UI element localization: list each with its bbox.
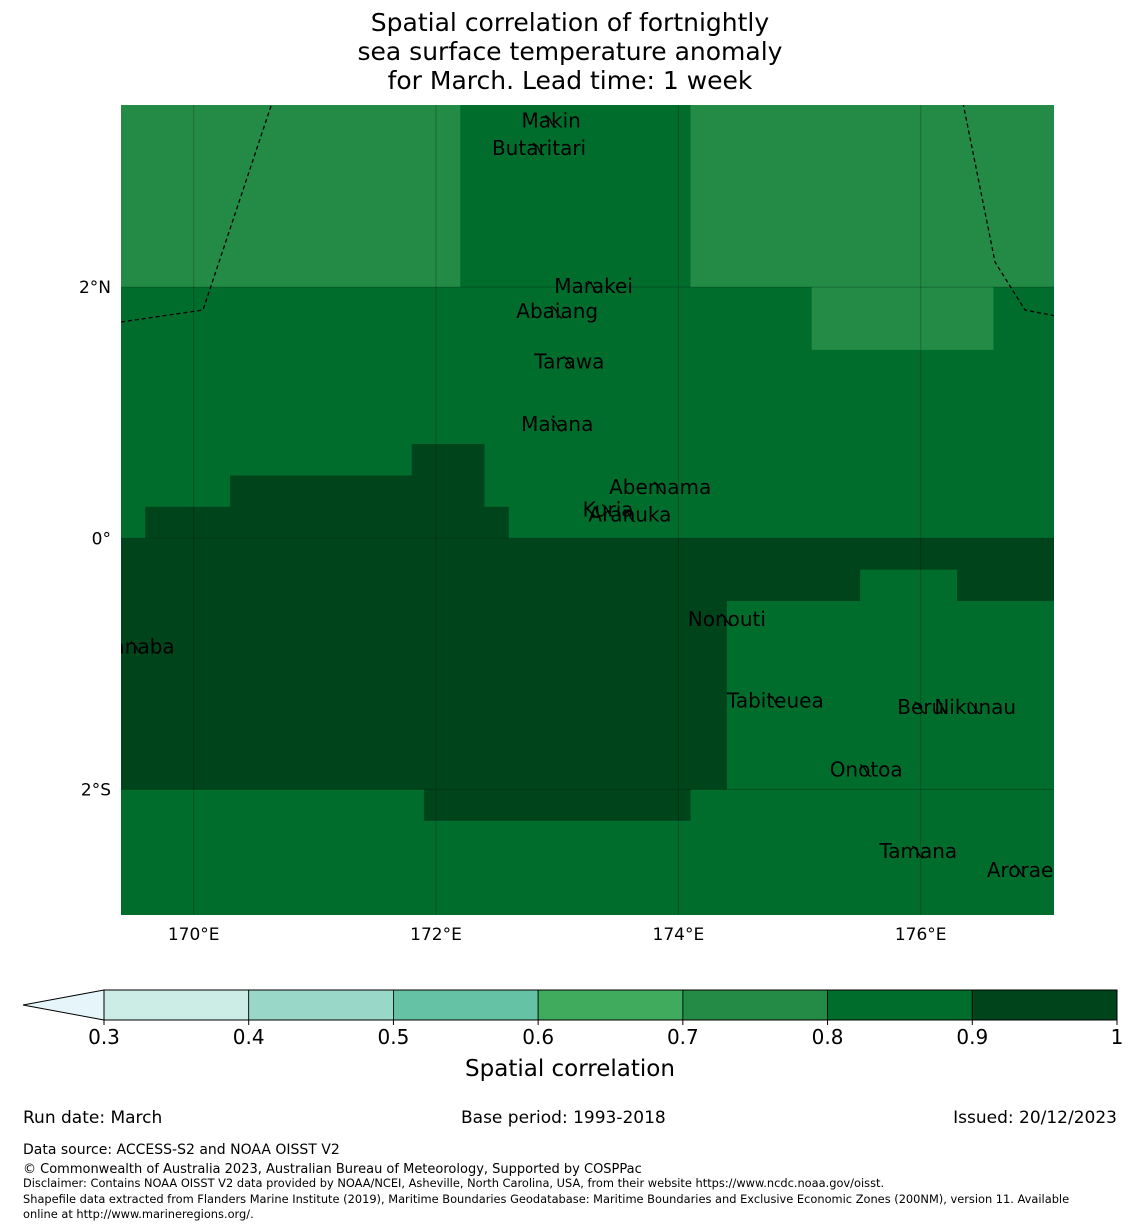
x-tick-label: 172°E — [410, 925, 462, 945]
island-label: Aranuka — [588, 503, 671, 527]
island-outline — [968, 701, 981, 715]
title-line-2: sea surface temperature anomaly — [357, 37, 783, 66]
island-label: Makin — [521, 108, 580, 132]
correlation-regions — [121, 105, 1054, 821]
colorbar-segment — [682, 989, 828, 1021]
island-outline — [550, 418, 563, 432]
island-outline — [562, 355, 575, 370]
island-label: Abaiang — [516, 299, 598, 323]
colorbar-tick-label: 0.5 — [378, 1025, 410, 1049]
island-label: Maiana — [521, 412, 593, 436]
island-outline — [653, 481, 666, 495]
colorbar-tick-label: 0.7 — [667, 1025, 699, 1049]
island-label: Marakei — [554, 274, 633, 298]
island-outline — [544, 114, 557, 128]
island-label: Banaba — [99, 635, 175, 659]
title-line-3: for March. Lead time: 1 week — [387, 66, 753, 95]
y-tick-label: 0° — [92, 529, 111, 549]
island-outline — [911, 845, 924, 859]
colorbar-segment — [827, 989, 973, 1021]
island-outline — [587, 280, 599, 294]
island-outline — [532, 142, 545, 156]
colorbar-tick-label: 0.9 — [956, 1025, 988, 1049]
colorbar-frame — [103, 989, 1118, 1021]
correlation-region-5 — [230, 475, 485, 507]
island-outline — [550, 305, 563, 319]
colorbar-label: Spatial correlation — [465, 1056, 675, 1082]
colorbar-segments — [103, 989, 1118, 1021]
gridlines — [121, 105, 1054, 915]
island-label: Butaritari — [492, 136, 586, 160]
island-outline — [768, 694, 781, 709]
colorbar-segment — [537, 989, 684, 1021]
x-tick-label: 170°E — [168, 925, 220, 945]
y-tick-label: 2°S — [81, 780, 111, 800]
disclaimer: Disclaimer: Contains NOAA OISST V2 data … — [23, 1176, 885, 1190]
island-outline — [859, 764, 872, 778]
island-outline — [720, 613, 733, 627]
correlation-region-8 — [726, 601, 1054, 790]
island-label: Tabiteuea — [726, 689, 824, 713]
colorbar: 0.3 0.4 0.5 0.6 0.7 0.8 0.9 1 Spatial correlati… — [22, 989, 1123, 1082]
island-label: Beru — [897, 695, 944, 719]
colorbar-ticks: 0.3 0.4 0.5 0.6 0.7 0.8 0.9 1 — [88, 1020, 1123, 1049]
correlation-region-0 — [121, 105, 461, 288]
island-label: Tamana — [878, 839, 957, 863]
colorbar-segment — [393, 989, 539, 1021]
correlation-region-6 — [411, 444, 485, 476]
island-outline — [623, 509, 636, 523]
eez-boundary-east — [962, 105, 1054, 317]
colorbar-tick-label: 0.6 — [522, 1025, 554, 1049]
shapefile-credit-line-2: online at http://www.marineregions.org/. — [23, 1207, 254, 1221]
copyright: © Commonwealth of Australia 2023, Austra… — [23, 1162, 642, 1177]
colorbar-segment — [248, 989, 394, 1021]
island-label: Tarawa — [533, 349, 604, 373]
correlation-region-7 — [423, 789, 691, 821]
base-period: Base period: 1993-2018 — [461, 1108, 666, 1128]
island-label: Arorae — [987, 858, 1053, 882]
colorbar-tick-label: 0.3 — [88, 1025, 120, 1049]
colorbar-tick-label: 0.4 — [233, 1025, 265, 1049]
issued-date: Issued: 20/12/2023 — [953, 1108, 1117, 1128]
correlation-region-2 — [811, 287, 994, 350]
colorbar-tick-label: 0.8 — [812, 1025, 844, 1049]
island-label: Onotoa — [830, 758, 903, 782]
axis-ticks: 170°E 172°E 174°E 176°E 2°N 0° 2°S — [79, 278, 947, 945]
island-outline — [1013, 864, 1026, 878]
island-label: Nonouti — [688, 607, 766, 631]
colorbar-segment — [103, 989, 250, 1021]
x-tick-label: 176°E — [895, 925, 947, 945]
colorbar-segment — [971, 989, 1118, 1021]
map-title: Spatial correlation of fortnightly sea s… — [0, 8, 1140, 95]
correlation-region-9 — [860, 569, 958, 602]
island-label: Abemama — [609, 475, 711, 499]
eez-boundary — [121, 105, 1054, 323]
correlation-region-1 — [690, 105, 1054, 288]
island-outline — [601, 504, 614, 518]
correlation-region-4 — [145, 506, 509, 539]
colorbar-tick-label: 1 — [1111, 1025, 1124, 1049]
island-outline — [914, 701, 926, 715]
data-source: Data source: ACCESS-S2 and NOAA OISST V2 — [23, 1142, 340, 1158]
shapefile-credit-line-1: Shapefile data extracted from Flanders M… — [23, 1192, 1070, 1206]
x-tick-label: 174°E — [653, 925, 705, 945]
y-tick-label: 2°N — [79, 278, 111, 298]
island-outline — [130, 640, 142, 655]
island-label: Nikunau — [934, 695, 1016, 719]
run-date: Run date: March — [23, 1108, 163, 1128]
colorbar-extend-triangle — [22, 989, 105, 1021]
title-line-1: Spatial correlation of fortnightly — [370, 8, 770, 37]
